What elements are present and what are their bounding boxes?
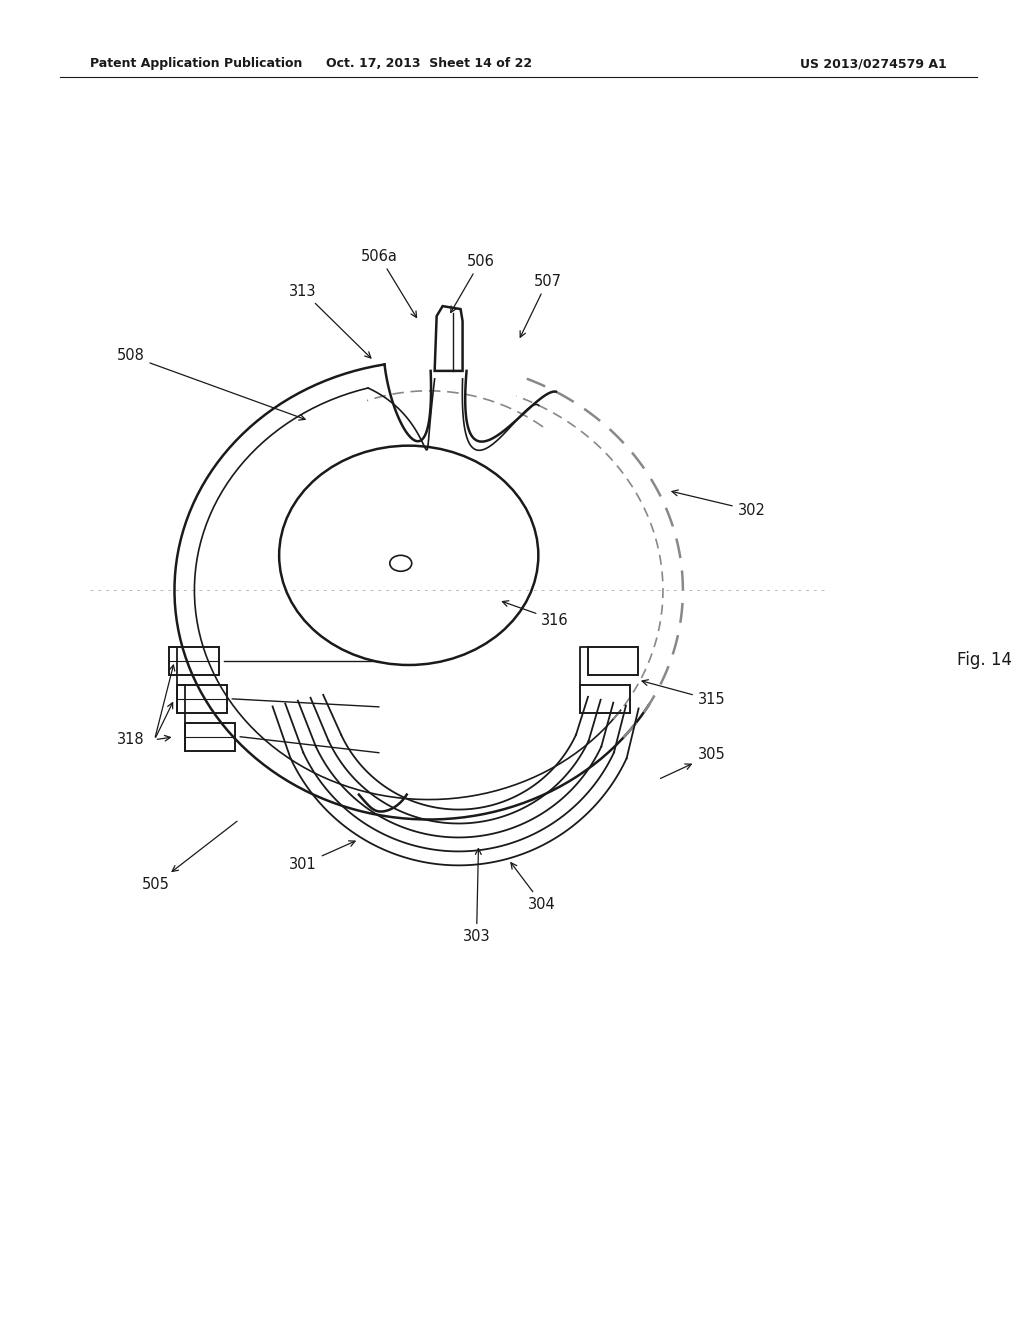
Bar xyxy=(581,685,630,713)
Text: 302: 302 xyxy=(672,490,766,517)
Bar xyxy=(177,685,227,713)
Bar xyxy=(170,647,219,675)
Text: 316: 316 xyxy=(503,601,569,627)
Text: 305: 305 xyxy=(660,747,726,779)
Text: US 2013/0274579 A1: US 2013/0274579 A1 xyxy=(801,57,947,70)
Bar xyxy=(588,647,638,675)
Text: Fig. 14: Fig. 14 xyxy=(957,651,1012,669)
Bar xyxy=(185,723,236,751)
Text: 301: 301 xyxy=(289,841,355,873)
Text: 304: 304 xyxy=(511,863,556,912)
Text: 313: 313 xyxy=(289,284,371,358)
Text: Patent Application Publication: Patent Application Publication xyxy=(90,57,302,70)
Text: 508: 508 xyxy=(117,348,305,420)
Text: 303: 303 xyxy=(463,849,490,944)
Text: 505: 505 xyxy=(141,821,238,892)
Text: 507: 507 xyxy=(520,273,561,337)
Text: 315: 315 xyxy=(642,680,725,708)
Text: 318: 318 xyxy=(117,733,144,747)
Text: 506: 506 xyxy=(451,253,495,313)
Text: Oct. 17, 2013  Sheet 14 of 22: Oct. 17, 2013 Sheet 14 of 22 xyxy=(326,57,531,70)
Text: 506a: 506a xyxy=(360,248,417,318)
